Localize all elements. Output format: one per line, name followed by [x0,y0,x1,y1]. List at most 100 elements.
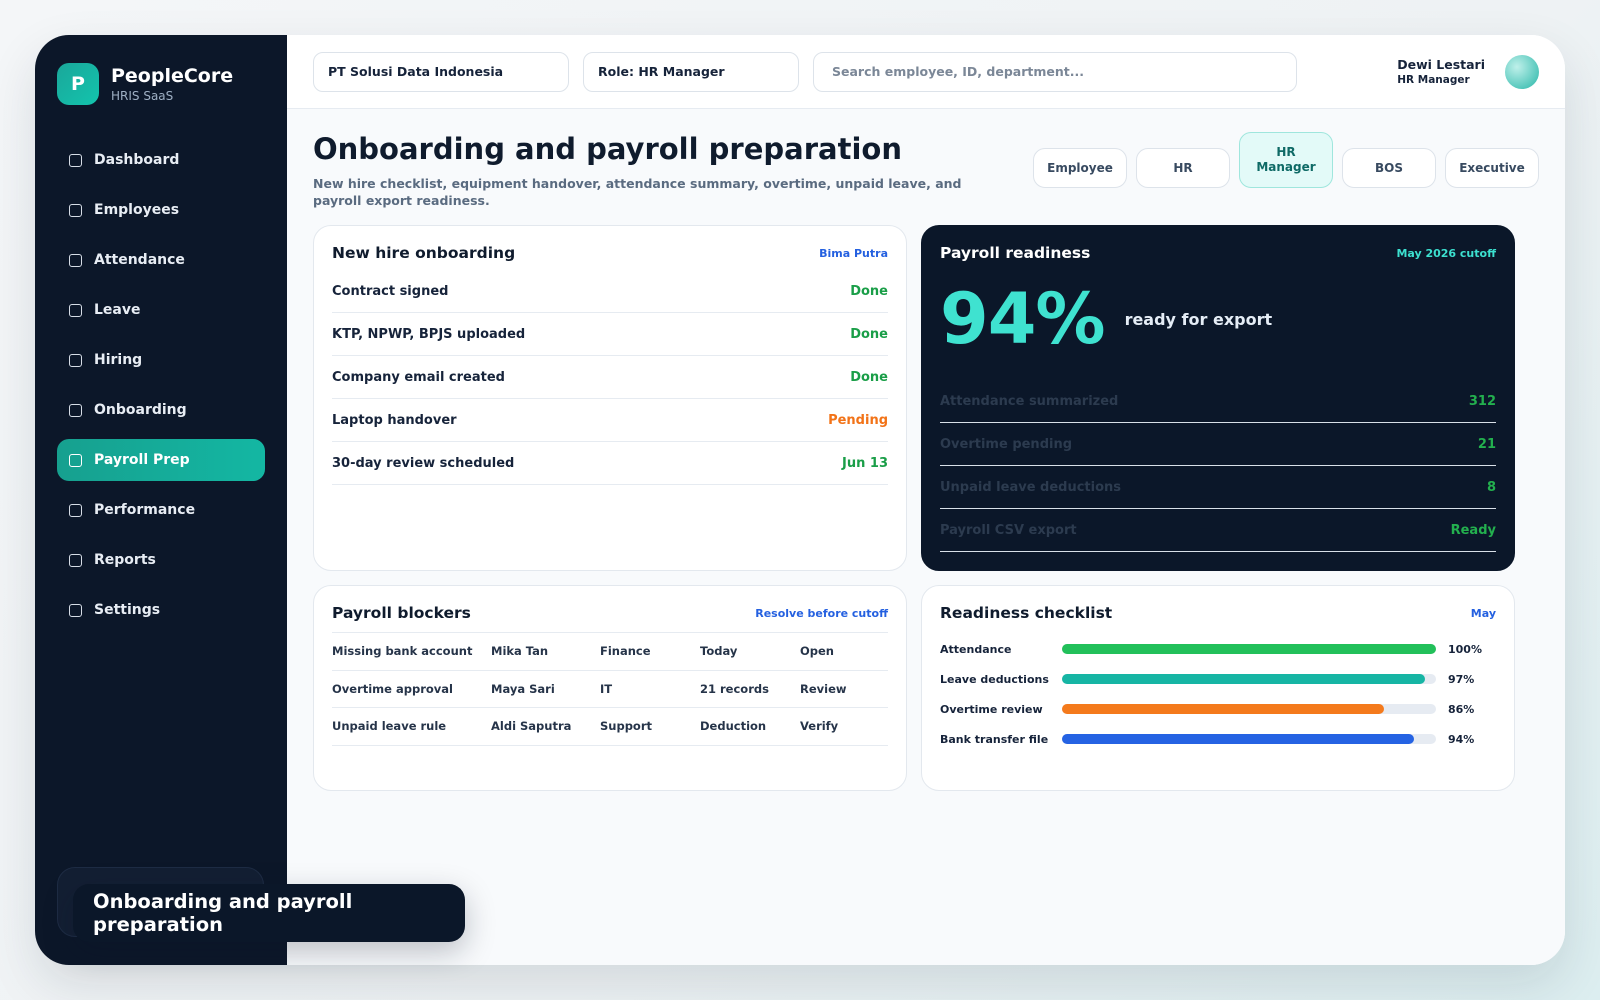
table-cell: Finance [600,644,651,659]
checklist-item: Bank transfer file 94% [940,724,1496,754]
checklist-label: Overtime review [940,702,1043,716]
tab-executive[interactable]: Executive [1445,148,1539,188]
status-badge: Done [850,326,888,342]
status-badge: Pending [828,412,888,428]
readiness-row: Attendance summarized 312 [940,380,1496,423]
company-selector[interactable]: PT Solusi Data Indonesia [313,51,569,92]
sidebar-item-leave[interactable]: Leave [57,289,265,331]
sidebar-item-label: Payroll Prep [94,452,190,468]
readiness-percent: 94% [940,278,1106,360]
status-badge: Jun 13 [842,455,888,471]
table-row[interactable]: Missing bank account Mika Tan Finance Today… [332,633,888,671]
table-cell: Maya Sari [491,681,555,696]
sidebar-item-label: Dashboard [94,152,180,168]
payroll-cutoff: May 2026 cutoff [1396,246,1496,260]
topbar: PT Solusi Data Indonesia Role: HR Manage… [287,35,1565,109]
status-badge: Done [850,283,888,299]
blockers-title: Payroll blockers [332,604,471,622]
progress-fill [1062,644,1436,654]
sidebar-item-payroll-prep[interactable]: Payroll Prep [57,439,265,481]
blockers-action-link[interactable]: Resolve before cutoff [755,606,888,620]
checklist-item: Overtime review 86% [940,694,1496,724]
sidebar-item-onboarding[interactable]: Onboarding [57,389,265,431]
list-item[interactable]: 30-day review scheduled Jun 13 [332,442,888,485]
nav-square-icon [69,253,82,267]
readiness-row-value: 312 [1468,393,1496,409]
progress-track [1062,734,1436,744]
readiness-row-label: Unpaid leave deductions [940,479,1122,495]
readiness-row-label: Overtime pending [940,436,1073,452]
table-cell: Today [700,644,738,659]
checklist-item: Attendance 100% [940,634,1496,664]
readiness-row-label: Attendance summarized [940,393,1119,409]
nav-square-icon [69,403,82,417]
sidebar-item-settings[interactable]: Settings [57,589,265,631]
sidebar-item-reports[interactable]: Reports [57,539,265,581]
checklist-rows: Attendance 100% Leave deductions 97% Overtim… [940,634,1496,754]
sidebar-item-hiring[interactable]: Hiring [57,339,265,381]
page-description: New hire checklist, equipment handover, … [313,176,962,208]
onboarding-card: New hire onboarding Bima Putra Contract … [313,225,907,571]
nav-square-icon [69,353,82,367]
sidebar-item-label: Employees [94,202,180,218]
table-cell: Mika Tan [491,644,549,659]
avatar[interactable] [1505,54,1539,89]
nav-square-icon [69,153,82,167]
blockers-table: Missing bank account Mika Tan Finance Today… [332,632,888,746]
list-item[interactable]: KTP, NPWP, BPJS uploaded Done [332,313,888,356]
task-label: Contract signed [332,283,449,299]
readiness-checklist-card: Readiness checklist May Attendance 100% Le… [921,585,1515,791]
sidebar-item-label: Onboarding [94,402,187,418]
page-toast: Onboarding and payroll preparation [73,884,465,942]
nav-square-icon [69,603,82,617]
checklist-period[interactable]: May [1470,606,1496,620]
readiness-row-value: 21 [1477,436,1496,452]
search-input[interactable] [813,51,1297,92]
readiness-row: Overtime pending 21 [940,423,1496,466]
checklist-title: Readiness checklist [940,604,1113,622]
readiness-row-value: Ready [1450,522,1496,538]
nav-square-icon [69,203,82,217]
list-item[interactable]: Contract signed Done [332,270,888,313]
onboarding-employee-link[interactable]: Bima Putra [819,246,888,260]
checklist-value: 97% [1448,672,1475,686]
tab-hr-manager[interactable]: HR Manager [1239,132,1333,188]
checklist-label: Bank transfer file [940,732,1049,746]
checklist-value: 94% [1448,732,1475,746]
sidebar-item-dashboard[interactable]: Dashboard [57,139,265,181]
sidebar-item-label: Reports [94,552,156,568]
main-content: PT Solusi Data Indonesia Role: HR Manage… [287,35,1565,965]
sidebar-item-attendance[interactable]: Attendance [57,239,265,281]
user-menu[interactable]: Dewi Lestari HR Manager [1397,54,1539,89]
table-cell: Review [800,681,847,696]
checklist-label: Attendance [940,642,1012,656]
nav-square-icon [69,553,82,567]
sidebar-item-performance[interactable]: Performance [57,489,265,531]
readiness-rows: Attendance summarized 312 Overtime pending… [940,380,1496,552]
readiness-row: Payroll CSV export Ready [940,509,1496,552]
tab-employee[interactable]: Employee [1033,148,1127,188]
sidebar-item-label: Attendance [94,252,185,268]
sidebar-item-label: Performance [94,502,196,518]
progress-fill [1062,734,1414,744]
progress-track [1062,674,1436,684]
table-cell: 21 records [700,681,769,696]
page-title: Onboarding and payroll preparation [313,132,902,166]
readiness-row-value: 8 [1486,479,1496,495]
sidebar-item-employees[interactable]: Employees [57,189,265,231]
page-header: Onboarding and payroll preparation New h… [313,131,973,209]
table-row[interactable]: Unpaid leave rule Aldi Saputra Support Dedu… [332,708,888,746]
tab-bos[interactable]: BOS [1342,148,1436,188]
table-cell: Verify [800,719,839,734]
table-row[interactable]: Overtime approval Maya Sari IT 21 records Re… [332,671,888,708]
checklist-value: 100% [1448,642,1482,656]
list-item[interactable]: Company email created Done [332,356,888,399]
role-selector[interactable]: Role: HR Manager [583,51,799,92]
table-cell: Deduction [700,719,767,734]
tab-hr[interactable]: HR [1136,148,1230,188]
onboarding-task-list: Contract signed Done KTP, NPWP, BPJS uploa… [332,270,888,485]
readiness-label: ready for export [1124,309,1273,329]
table-cell: IT [600,681,613,696]
list-item[interactable]: Laptop handover Pending [332,399,888,442]
brand: P PeopleCore HRIS SaaS [57,63,265,105]
